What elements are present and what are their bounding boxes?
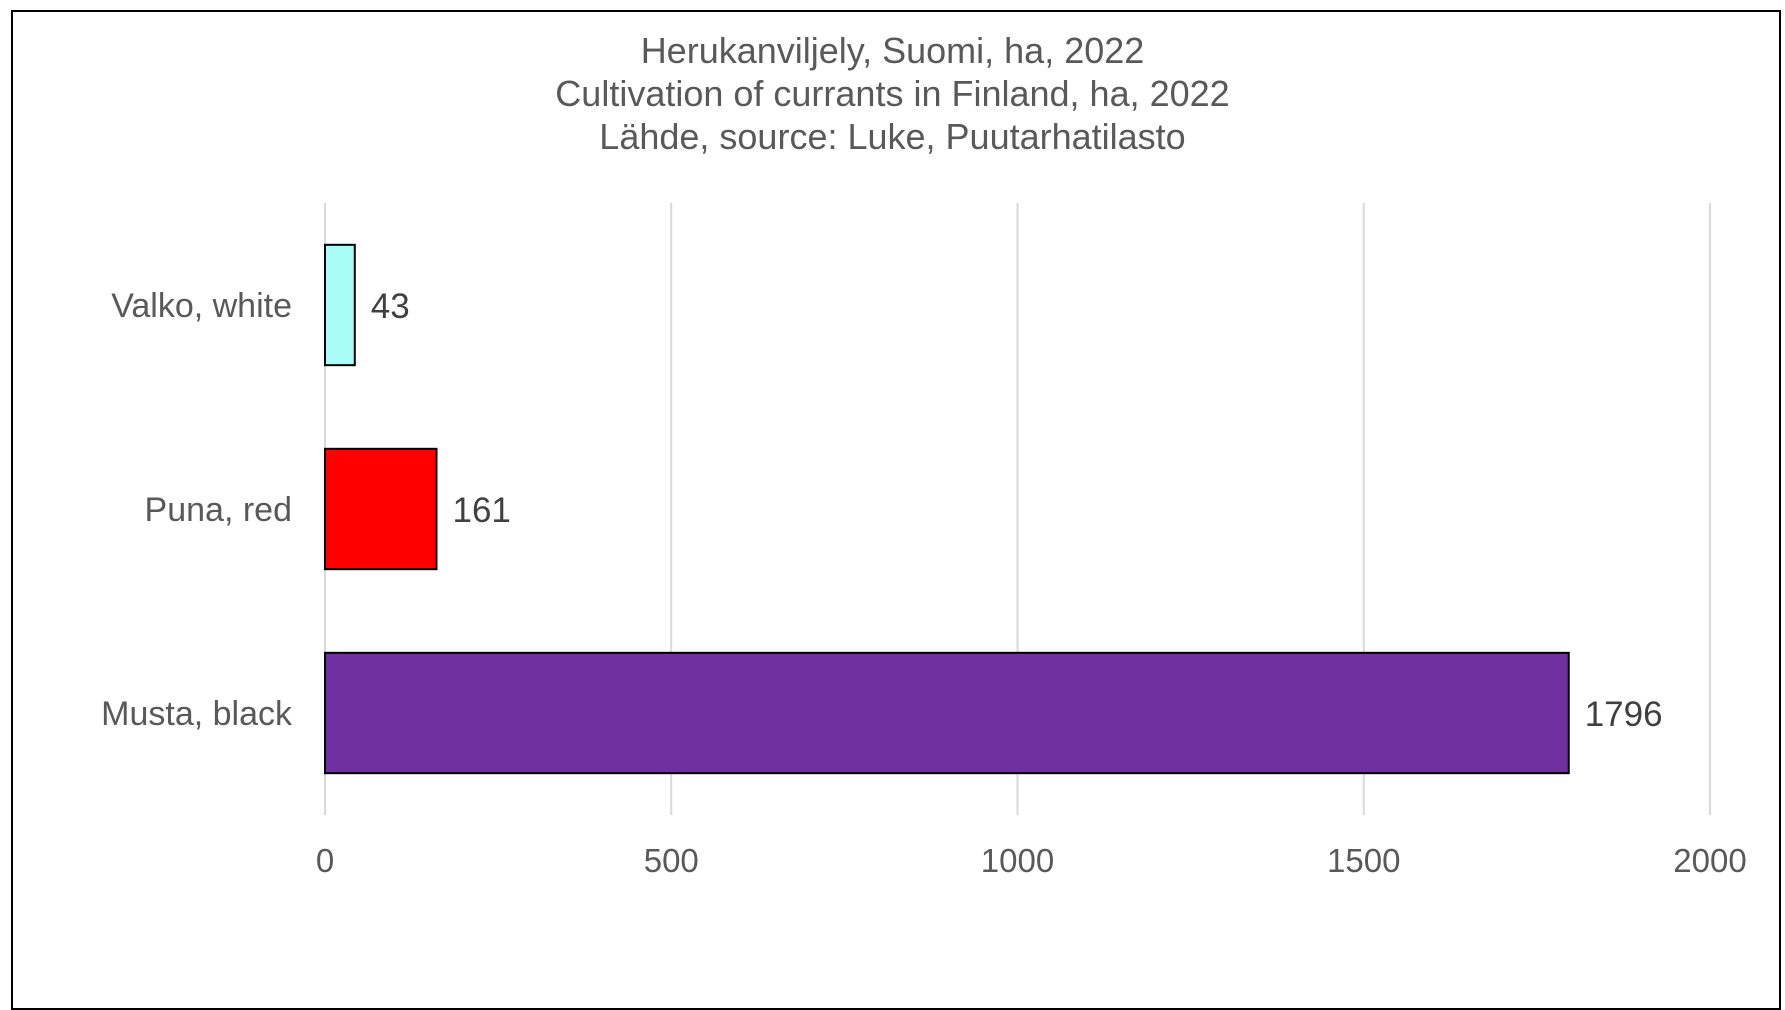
data-label-1: 161 [452, 491, 510, 530]
chart-title-line-1: Herukanviljely, Suomi, ha, 2022 [640, 30, 1145, 71]
data-label-0: 43 [371, 287, 410, 326]
x-tick-label-3: 1500 [1327, 842, 1400, 879]
chart-frame [11, 10, 1781, 1010]
x-tick-label-2: 1000 [981, 842, 1054, 879]
bar-chart: 0 500 1000 1500 2000 Valko, white 43 Puna, red 1… [101, 203, 1747, 879]
chart-title-line-3: Lähde, source: Luke, Puutarhatilasto [599, 116, 1186, 157]
category-label-2: Musta, black [101, 695, 293, 733]
chart-title-line-2: Cultivation of currants in Finland, ha, … [555, 73, 1230, 114]
category-label-1: Puna, red [145, 491, 292, 529]
bar-0 [324, 243, 356, 367]
bar-2 [324, 651, 1570, 775]
x-tick-label-4: 2000 [1673, 842, 1746, 879]
category-label-0: Valko, white [111, 287, 292, 325]
bar-1 [324, 447, 438, 571]
x-tick-label-0: 0 [316, 842, 334, 879]
data-label-2: 1796 [1585, 695, 1663, 734]
x-tick-label-1: 500 [644, 842, 699, 879]
